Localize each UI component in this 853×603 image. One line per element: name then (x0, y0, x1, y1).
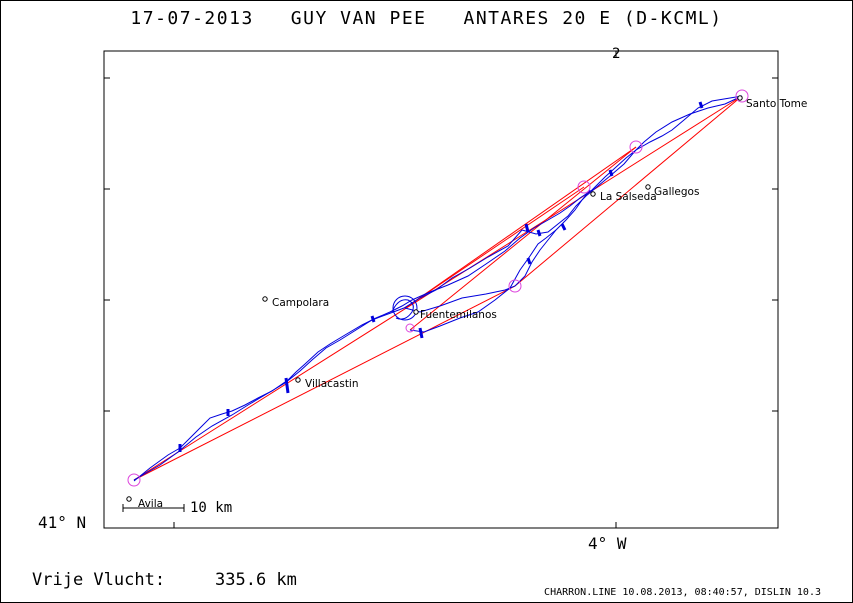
place-label-campolara: Campolara (272, 297, 330, 309)
scale-bar (122, 504, 185, 512)
turnpoint-2 (508, 279, 522, 293)
turnpoint-4 (629, 140, 643, 154)
free-flight-distance: 335.6 km (215, 570, 297, 590)
start-sector (392, 295, 418, 321)
task-line-leg4 (404, 186, 585, 309)
turnpoint-finish (735, 89, 749, 103)
track-line-5 (635, 95, 743, 151)
bottom-ticks (173, 522, 617, 528)
map-title: 17-07-2013 GUY VAN PEE ANTARES 20 E (D-K… (130, 8, 723, 29)
left-ticks (104, 77, 110, 412)
longitude-label: 4° W (588, 534, 627, 553)
task-line-leg2 (514, 95, 743, 287)
top-tick-glyph: 2 (612, 46, 620, 62)
task-line-leg5 (409, 146, 637, 331)
track-loop (391, 299, 414, 320)
place-label-la-salseda: La Salseda (600, 191, 657, 203)
free-flight-label: Vrije Vlucht: (32, 570, 166, 590)
latitude-label: 41° N (38, 513, 87, 532)
track-line-4 (409, 229, 557, 333)
turnpoint-3 (577, 180, 591, 194)
place-label-avila: Avila (138, 498, 164, 510)
task-line-leg3 (404, 146, 637, 309)
footer-text: CHARRON.LINE 10.08.2013, 08:40:57, DISLI… (544, 587, 821, 598)
turnpoint-start (127, 473, 141, 487)
task-line-leg1 (133, 285, 516, 481)
place-label-gallegos: Gallegos (654, 186, 700, 198)
right-ticks (772, 77, 778, 412)
place-label-fuentemilanos: Fuentemilanos (420, 309, 497, 321)
flight-track (133, 95, 743, 482)
plot-area-border (103, 50, 779, 529)
turnpoint-6 (405, 323, 415, 333)
turnpoints (127, 89, 749, 487)
place-markers (126, 95, 743, 502)
scale-label: 10 km (190, 500, 233, 516)
place-label-santo-tome: Santo Tome (746, 98, 808, 110)
place-label-villacastin: Villacastin (305, 378, 359, 390)
track-line-3 (404, 189, 591, 313)
